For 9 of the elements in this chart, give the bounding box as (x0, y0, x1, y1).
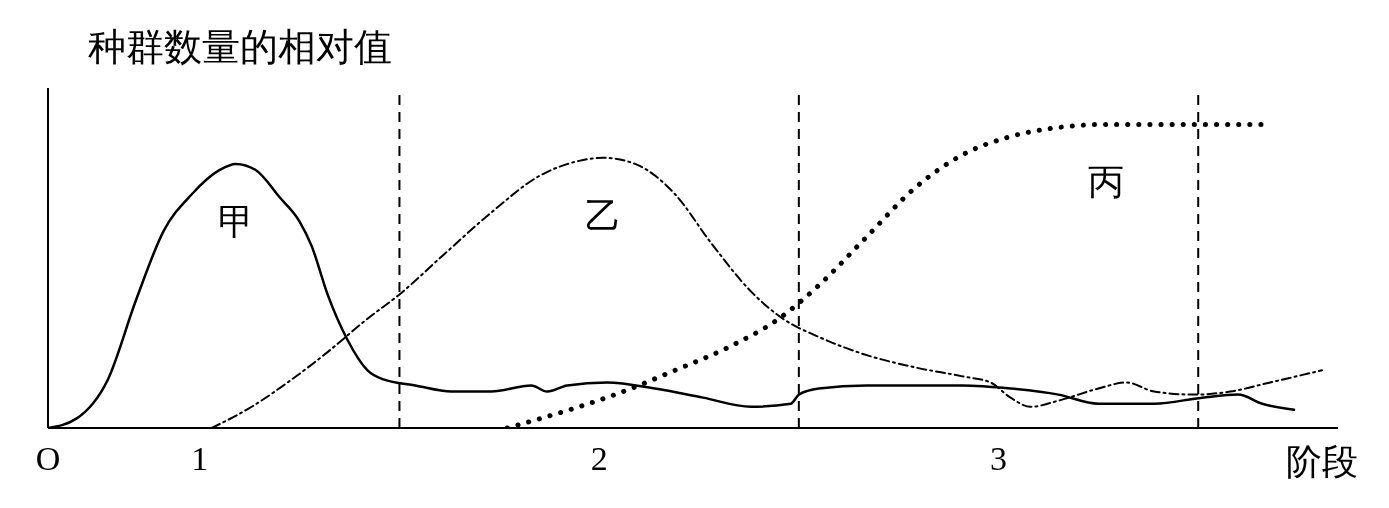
x-tick-label: 1 (191, 440, 209, 478)
series-label: 乙 (585, 194, 622, 236)
x-tick-label: 2 (590, 440, 608, 478)
x-axis-title: 阶段 (1286, 440, 1358, 484)
y-axis-title: 种群数量的相对值 (88, 24, 392, 71)
series-label: 甲 (217, 200, 254, 242)
x-tick-label: O (35, 440, 61, 478)
series-label: 丙 (1088, 161, 1125, 203)
x-tick-label: 3 (990, 440, 1008, 478)
